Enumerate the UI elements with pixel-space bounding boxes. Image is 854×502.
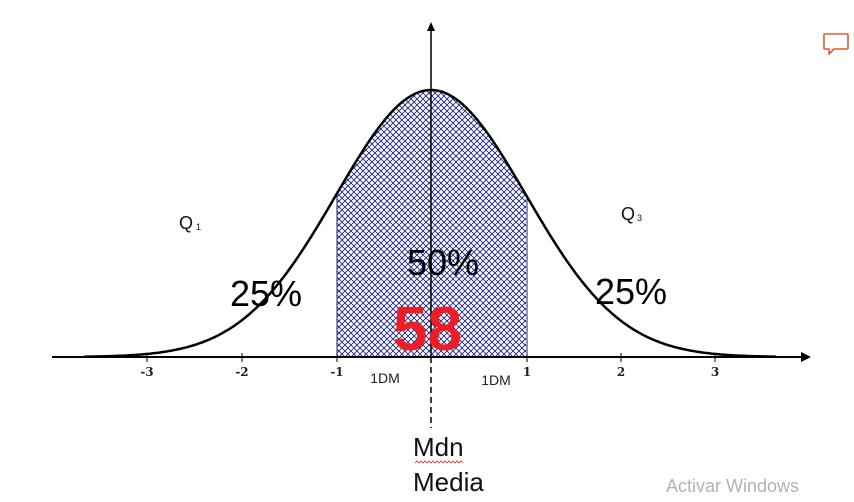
comment-button[interactable] (822, 32, 850, 58)
tick-label-minus-3: -3 (140, 365, 153, 379)
speech-bubble-icon (823, 33, 849, 55)
q3-label: Q 3 (621, 204, 642, 224)
center-percent: 50% (407, 242, 479, 283)
left-tail-percent: 25% (230, 273, 302, 314)
tick-label-plus-2: 2 (617, 365, 625, 379)
y-axis-arrow (427, 22, 435, 31)
tick-label-plus-3: 3 (711, 365, 719, 379)
tick-label-plus-1: 1 (523, 365, 531, 379)
tick-label-minus-2: -2 (235, 365, 248, 379)
mdn-label: Mdn (413, 432, 464, 462)
q1-label-main: Q (179, 213, 193, 233)
dm-label-right: 1DM (481, 372, 511, 388)
q3-label-subscript: 3 (637, 213, 642, 223)
spellcheck-underline (414, 460, 464, 464)
x-axis-arrow (801, 352, 811, 362)
q3-label-main: Q (621, 204, 635, 224)
q1-label: Q 1 (179, 213, 201, 233)
media-label: Media (413, 467, 484, 497)
right-tail-percent: 25% (595, 271, 667, 312)
center-value: 58 (393, 295, 462, 364)
dm-label-left: 1DM (370, 370, 400, 386)
q1-label-subscript: 1 (196, 222, 201, 232)
tick-label-minus-1: -1 (330, 365, 343, 379)
bell-curve (84, 88, 776, 358)
activation-watermark: Activar Windows (666, 476, 799, 496)
